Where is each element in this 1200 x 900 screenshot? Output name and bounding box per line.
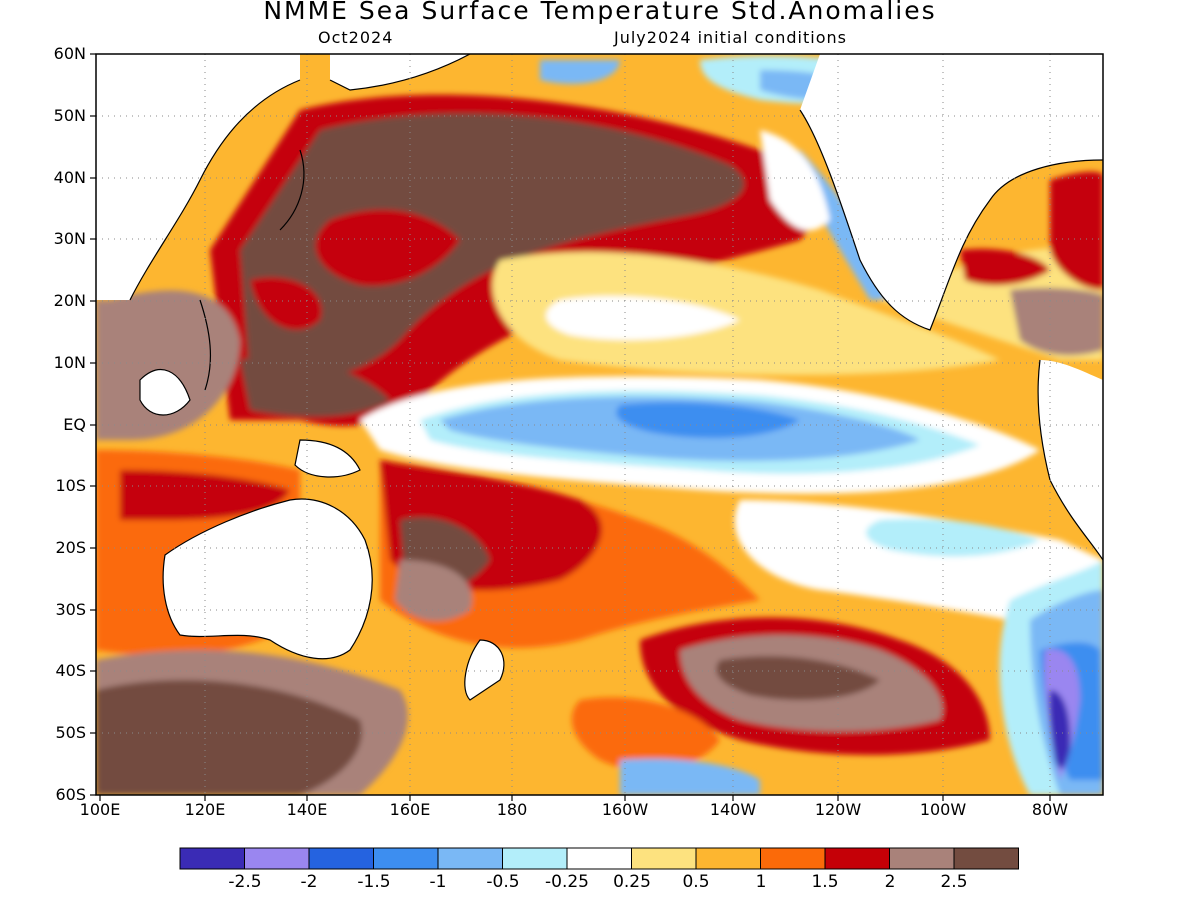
land-masses: [96, 54, 1103, 700]
lon-label: 100W: [919, 800, 967, 819]
map-title: NMME Sea Surface Temperature Std.Anomali…: [263, 0, 937, 25]
lat-label: 10S: [55, 476, 86, 495]
lon-label: 100E: [79, 800, 121, 819]
colorbar-swatch: [373, 847, 439, 870]
lat-label: 60S: [55, 785, 86, 804]
colorbar-label: -2.5: [228, 872, 262, 892]
colorbar-label: 1: [755, 872, 767, 892]
colorbar-swatch: [502, 847, 568, 870]
lat-label: 60N: [53, 44, 86, 63]
lat-label: 40S: [55, 661, 86, 680]
colorbar-swatch: [631, 847, 697, 870]
colorbar-swatch: [760, 847, 826, 870]
lat-label: 30N: [53, 229, 86, 248]
colorbar-label: 0.5: [682, 872, 710, 892]
colorbar-label: -1: [429, 872, 447, 892]
lon-label: 160W: [601, 800, 649, 819]
colorbar-label: 2.5: [940, 872, 968, 892]
lat-label: 40N: [53, 168, 86, 187]
colorbar-label: -1.5: [357, 872, 391, 892]
colorbar-swatch: [889, 847, 955, 870]
anomaly-field: [96, 54, 1103, 795]
lon-label: 120E: [184, 800, 226, 819]
colorbar-swatch: [824, 847, 890, 870]
colorbar-swatch: [179, 847, 245, 870]
lon-label: 180: [496, 800, 528, 819]
forecast-month-label: Oct2024: [318, 28, 394, 47]
lon-label: 140E: [286, 800, 328, 819]
colorbar: [179, 847, 1019, 870]
lon-label: 120W: [814, 800, 862, 819]
colorbar-label: -0.5: [486, 872, 520, 892]
axis-ticks: [90, 53, 1051, 801]
colorbar-swatch: [308, 847, 374, 870]
colorbar-swatch: [695, 847, 761, 870]
lat-label: 20N: [53, 291, 86, 310]
coastlines: [129, 54, 1103, 701]
lat-label: 30S: [55, 600, 86, 619]
lat-label: EQ: [63, 415, 86, 434]
colorbar-label: -0.25: [545, 872, 589, 892]
lon-label: 80W: [1031, 800, 1069, 819]
colorbar-swatch: [244, 847, 310, 870]
initial-conditions-label: July2024 initial conditions: [614, 28, 847, 47]
colorbar-label: 1.5: [811, 872, 839, 892]
colorbar-swatch: [437, 847, 503, 870]
lat-label: 10N: [53, 353, 86, 372]
lon-label: 160E: [389, 800, 431, 819]
colorbar-swatch: [566, 847, 632, 870]
colorbar-swatch: [953, 847, 1019, 870]
lat-label: 50N: [53, 106, 86, 125]
colorbar-label: 2: [884, 872, 896, 892]
lon-label: 140W: [709, 800, 757, 819]
colorbar-label: -2: [300, 872, 318, 892]
colorbar-label: 0.25: [613, 872, 651, 892]
lat-label: 50S: [55, 723, 86, 742]
lat-label: 20S: [55, 538, 86, 557]
